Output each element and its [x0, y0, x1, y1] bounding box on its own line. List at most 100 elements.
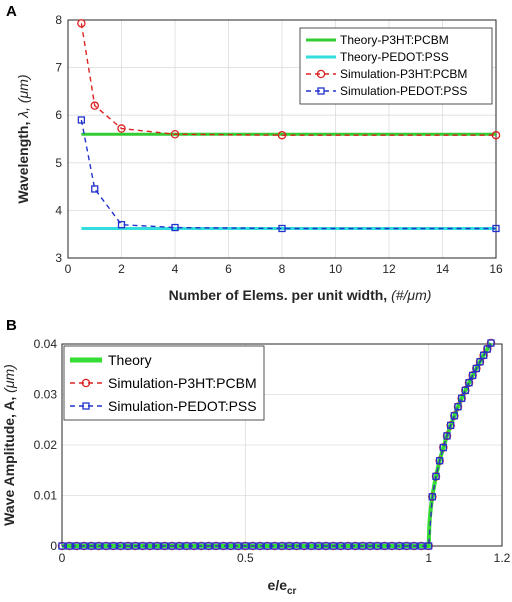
panel-b-data-point [256, 542, 264, 550]
panel-a-data-point [278, 224, 286, 233]
panel-b-data-point [395, 542, 403, 550]
panel-b-ytick-label: 0 [50, 539, 57, 553]
panel-b-legend-label: Simulation-PEDOT:PSS [108, 398, 257, 414]
panel-b-data-point [425, 542, 433, 550]
panel-b-data-point [197, 542, 205, 550]
panel-a-xtick-label: 12 [382, 262, 396, 276]
panel-b-data-point [436, 457, 444, 465]
panel-b-data-point [443, 432, 451, 440]
panel-b-chart: 0 0.5 1 1.2 0 0.01 0.02 0.03 0.04 e/ecr Wave Am… [1, 337, 511, 597]
panel-b-data-point [65, 542, 73, 550]
panel-b-data-point [146, 542, 154, 550]
panel-b-data-point [263, 542, 271, 550]
panel-a-series-line [80, 119, 496, 230]
panel-a-data-point [170, 129, 180, 139]
panel-a-legend-label: Theory-PEDOT:PSS [340, 50, 449, 64]
panel-a-legend-marker [317, 87, 325, 95]
panel-a-xtick-label: 10 [329, 262, 343, 276]
panel-a-data-point [77, 116, 86, 124]
panel-b-letter: B [6, 317, 17, 334]
panel-a-series-line [80, 23, 496, 136]
panel-b-data-point [58, 542, 66, 550]
panel-b-data-point [95, 542, 103, 550]
panel-b-data-point [168, 542, 176, 550]
panel-b-ylabel: Wave Amplitude, A, (μm) [1, 364, 17, 526]
panel-a-xtick-label: 6 [225, 262, 232, 276]
panel-a-xtick-label: 4 [172, 262, 179, 276]
panel-a-legend-label: Simulation-P3HT:PCBM [340, 67, 467, 81]
panel-b-ytick-label: 0.02 [34, 438, 58, 452]
panel-b-legend-marker [82, 402, 90, 410]
panel-b-data-point [458, 394, 466, 402]
panel-b-data-point [131, 542, 139, 550]
panel-a-ylabel: Wavelength, λ, (μm) [15, 74, 31, 203]
panel-b-data-point [465, 379, 473, 387]
panel-b-data-point [153, 542, 161, 550]
panel-a-data-point [171, 223, 179, 232]
panel-a-xtick-label: 14 [436, 262, 450, 276]
panel-a-legend-marker [316, 69, 326, 79]
panel-b-data-point [447, 421, 455, 430]
panel-a-data-point [77, 19, 86, 28]
panel-b-data-point [450, 412, 458, 420]
panel-a-xtick-label: 0 [65, 262, 72, 276]
panel-a-xtick-label: 2 [118, 262, 125, 276]
panel-a-ytick-label: 4 [55, 203, 62, 217]
panel-b-data-point [249, 542, 257, 550]
panel-b-data-point [161, 542, 169, 550]
panel-b-data-point [366, 542, 374, 550]
panel-a-legend: Theory-P3HT:PCBM Theory-PEDOT:PSS Simulati… [299, 27, 493, 105]
panel-b-data-point [285, 542, 293, 550]
panel-b-data-point [388, 542, 396, 550]
panel-b-data-point [102, 542, 110, 550]
panel-a-letter: A [6, 3, 17, 20]
panel-b-ytick-label: 0.01 [34, 489, 58, 503]
panel-b-data-point [469, 371, 477, 380]
panel-b-data-point [373, 542, 381, 550]
panel-b-xtick-label: 0.5 [237, 551, 254, 565]
panel-b-data-point [337, 542, 345, 550]
panel-a-xtick-label: 16 [489, 262, 503, 276]
panel-b-legend-marker [81, 378, 91, 388]
panel-b-data-point [190, 542, 198, 550]
panel-a-ytick-label: 6 [55, 108, 62, 122]
panel-b-data-point [476, 358, 484, 366]
panel-a-xtick-label: 8 [279, 262, 286, 276]
panel-a-xlabel: Number of Elems. per unit width, (#/μm) [169, 287, 432, 303]
panel-b-data-point [293, 542, 301, 550]
panel-b-ytick-label: 0.03 [34, 388, 58, 402]
panel-a-legend-label: Simulation-PEDOT:PSS [340, 84, 467, 98]
panel-b-data-point [329, 542, 337, 550]
panel-b-data-point [461, 386, 469, 394]
panel-b-data-point [432, 472, 440, 481]
panel-b-data-point [227, 542, 235, 550]
panel-b-legend: Theory Simulation-P3HT:PCBM Simulation-PED… [63, 345, 265, 421]
panel-b-data-point [322, 542, 330, 550]
panel-a-ytick-label: 7 [55, 61, 62, 75]
panel-b-data-point [219, 542, 227, 550]
panel-b-data-point [241, 542, 249, 550]
panel-a-data-point [117, 221, 126, 229]
panel-b-data-point [300, 542, 308, 550]
panel-b-data-point [80, 542, 88, 550]
panel-b-data-point [480, 351, 488, 359]
panel-b-data-point [307, 542, 315, 550]
panel-b-data-point [315, 542, 323, 550]
panel-b-theory-line [62, 341, 493, 548]
panel-b-xlabel: e/ecr [268, 577, 297, 597]
panel-b-data-point [381, 542, 389, 550]
panel-a-ytick-label: 8 [55, 13, 62, 27]
panel-b-xtick-label: 1.2 [494, 551, 511, 565]
panel-a-data-point [91, 185, 99, 193]
panel-b-data-point [428, 493, 436, 501]
panel-b-data-point [487, 339, 495, 347]
panel-a-data-point [491, 130, 501, 140]
panel-b-data-point [175, 542, 183, 550]
panel-a-legend-label: Theory-P3HT:PCBM [340, 33, 449, 47]
panel-b-data-point [183, 542, 191, 550]
panel-a-ytick-label: 3 [55, 251, 62, 265]
panel-b-legend-label: Simulation-P3HT:PCBM [108, 375, 257, 391]
panel-b-data-point [472, 364, 480, 373]
panel-a-chart: 0 2 4 6 8 10 12 14 16 3 4 5 6 7 8 Number of Elems. pe… [15, 13, 503, 303]
